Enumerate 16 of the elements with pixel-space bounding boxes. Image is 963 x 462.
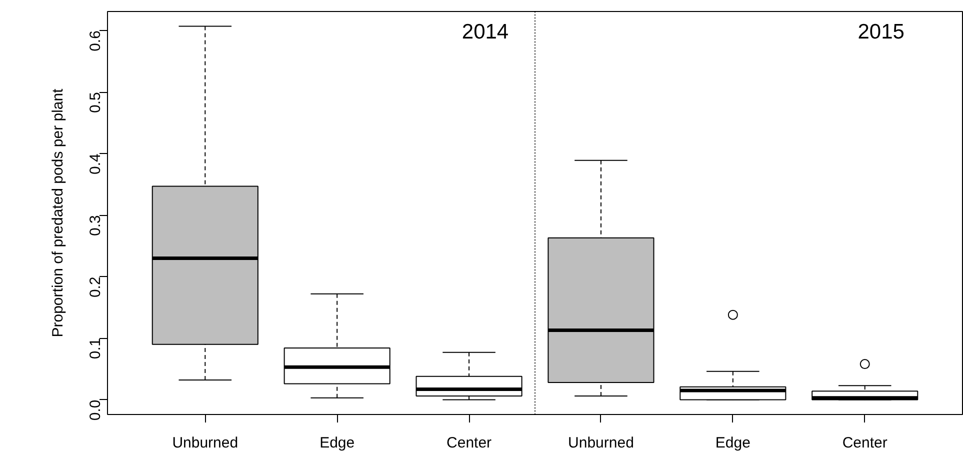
x-tick-label: Edge	[320, 434, 355, 452]
x-tick-label: Unburned	[568, 434, 634, 452]
x-tick-label: Edge	[715, 434, 750, 452]
y-tick-label: 0.3	[87, 215, 104, 236]
y-axis-title: Proportion of predated pods per plant	[50, 88, 66, 338]
x-tick-label: Center	[842, 434, 888, 452]
y-tick-label: 0.5	[87, 92, 104, 113]
x-tick-label: Unburned	[172, 434, 238, 452]
y-tick-label: 0.4	[87, 154, 104, 174]
y-tick-label: 0.6	[87, 30, 104, 52]
x-tick-label: Center	[446, 434, 492, 452]
y-tick-label: 0.2	[87, 276, 104, 298]
y-tick-label: 0.0	[87, 400, 104, 421]
y-tick-label: 0.1	[87, 338, 104, 360]
annotation: 2015	[858, 20, 904, 44]
annotation: 2014	[462, 20, 509, 44]
